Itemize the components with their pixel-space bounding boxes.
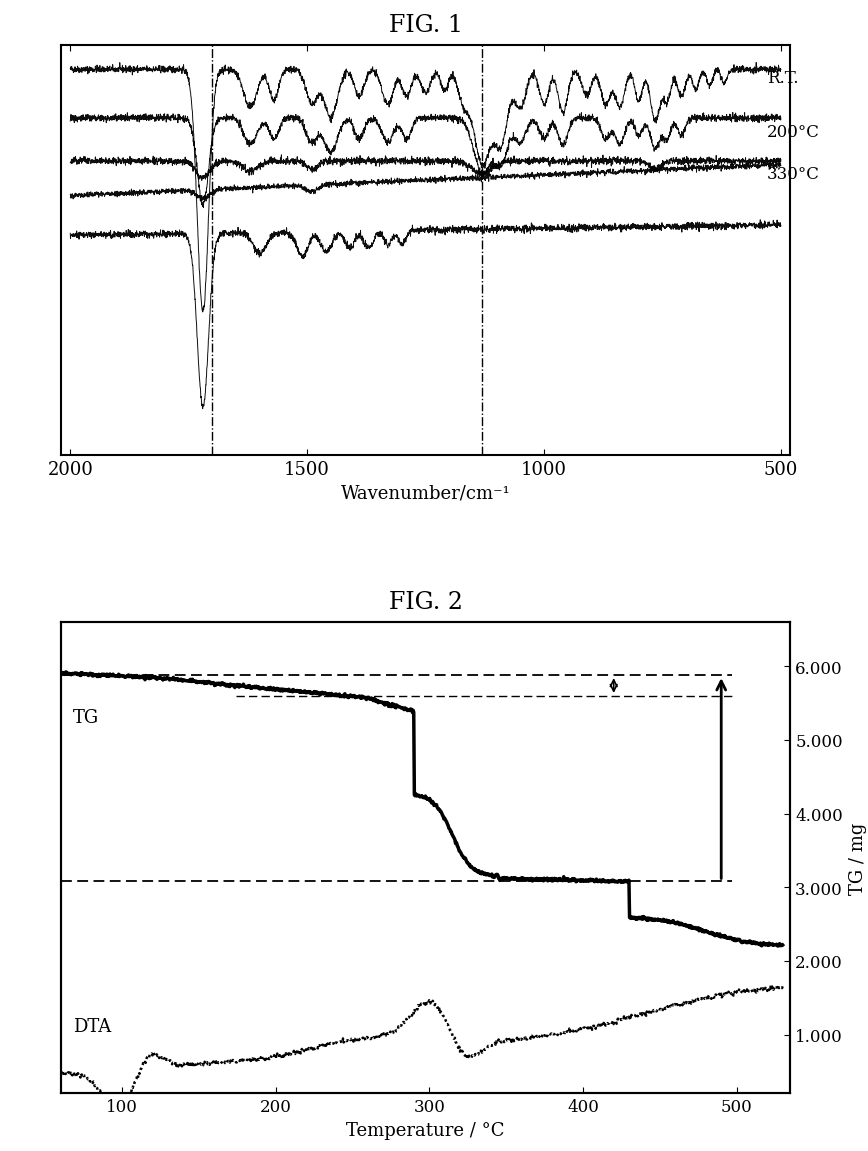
- Text: 200°C: 200°C: [766, 124, 819, 140]
- Text: R.T.: R.T.: [766, 70, 798, 87]
- X-axis label: Wavenumber/cm⁻¹: Wavenumber/cm⁻¹: [340, 483, 510, 502]
- X-axis label: Temperature / °C: Temperature / °C: [346, 1121, 504, 1138]
- Text: 330°C: 330°C: [766, 166, 819, 182]
- Title: FIG. 2: FIG. 2: [388, 590, 463, 613]
- Title: FIG. 1: FIG. 1: [388, 14, 463, 37]
- Text: TG: TG: [73, 708, 99, 726]
- Text: DTA: DTA: [73, 1017, 111, 1035]
- Y-axis label: TG / mg: TG / mg: [848, 822, 866, 894]
